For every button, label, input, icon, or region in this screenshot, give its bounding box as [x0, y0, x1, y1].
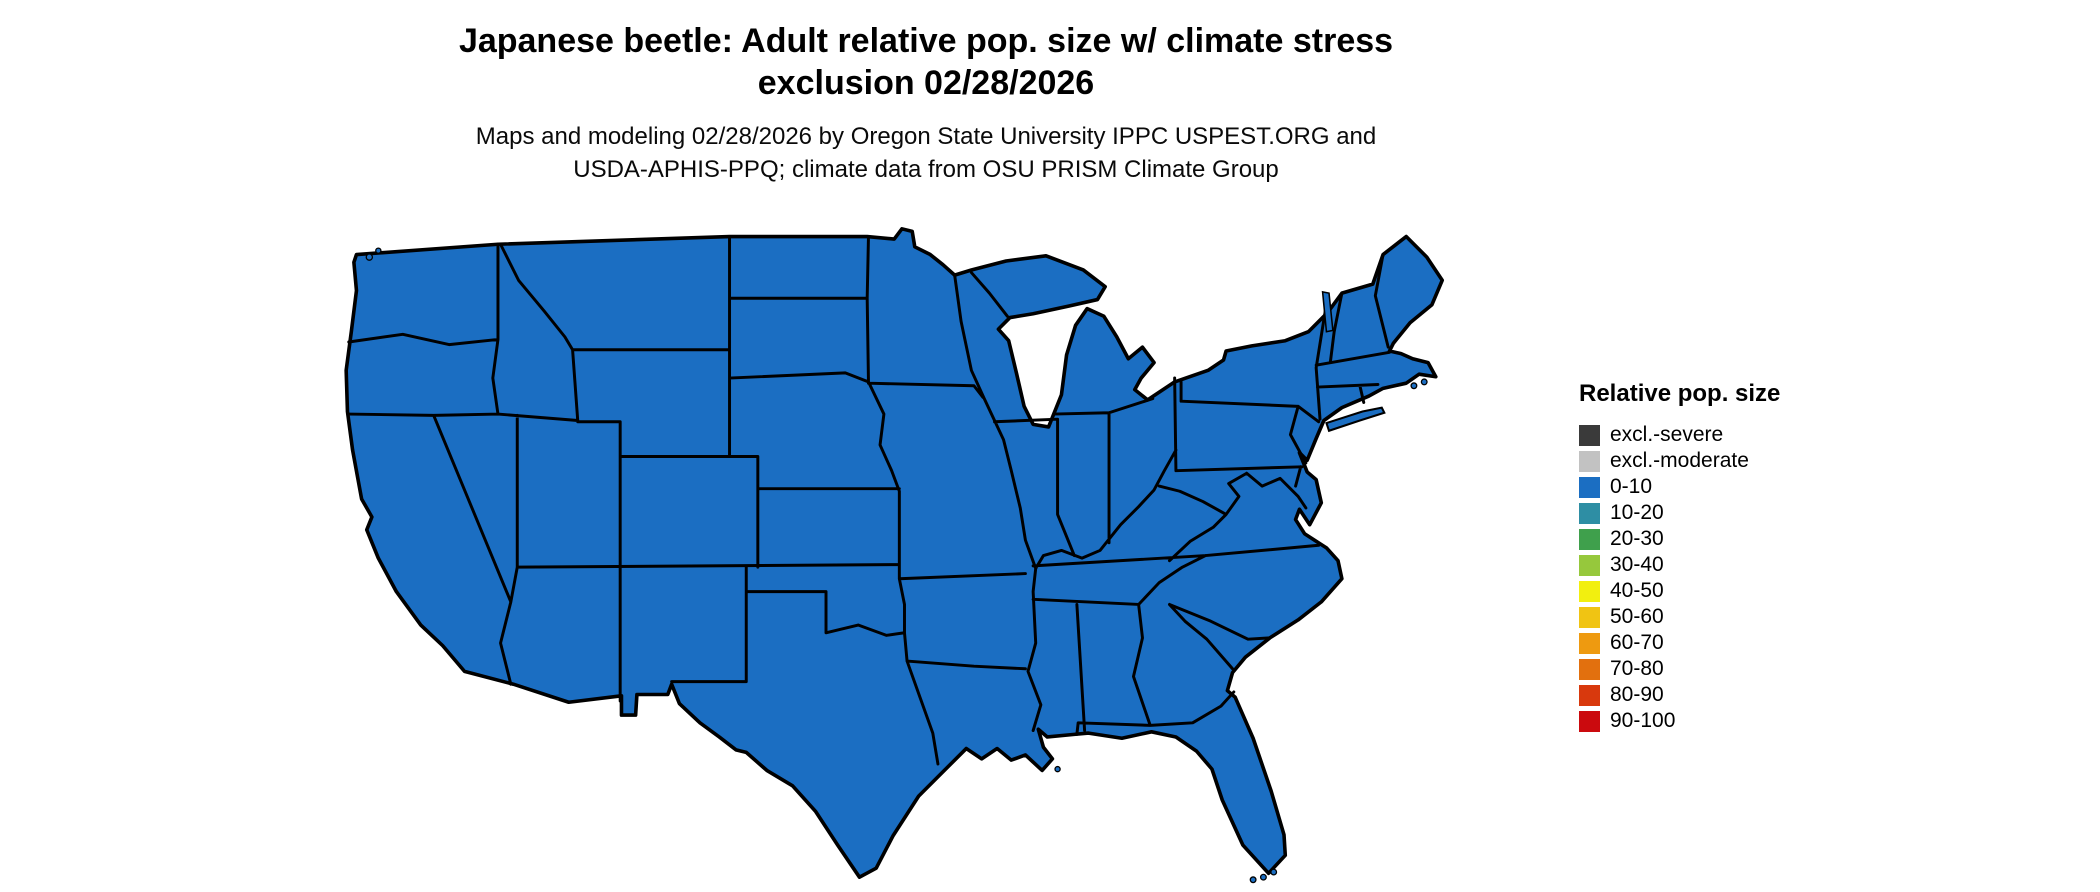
legend-label: 50-60 — [1610, 605, 1664, 628]
nantucket-island — [1420, 378, 1428, 386]
legend-item: 30-40 — [1579, 552, 1780, 578]
legend-swatch-30-40 — [1579, 554, 1600, 576]
subtitle-line-2: USDA-APHIS-PPQ; climate data from OSU PR… — [573, 156, 1279, 183]
legend-swatch-excl-severe — [1579, 424, 1600, 446]
legend-item: 10-20 — [1579, 500, 1780, 526]
legend-label: 80-90 — [1610, 683, 1664, 706]
legend-swatch-0-10 — [1579, 476, 1600, 498]
legend-swatch-50-60 — [1579, 606, 1600, 628]
legend-swatch-90-100 — [1579, 710, 1600, 732]
page-title-line-1: Japanese beetle: Adult relative pop. siz… — [458, 22, 1394, 60]
legend-swatch-70-80 — [1579, 658, 1600, 680]
legend-label: 30-40 — [1610, 553, 1664, 576]
legend-label: excl.-severe — [1610, 423, 1724, 446]
map-header: Japanese beetle: Adult relative pop. siz… — [0, 20, 1852, 186]
florida-keys-island — [1259, 873, 1267, 881]
legend-item: 20-30 — [1579, 526, 1780, 552]
florida-keys-island — [1270, 868, 1278, 876]
legend-item: 80-90 — [1579, 682, 1780, 708]
legend-item: 90-100 — [1579, 708, 1780, 734]
legend-label: 60-70 — [1610, 631, 1664, 654]
legend-label: 90-100 — [1610, 709, 1676, 732]
page-title-line-2: exclusion 02/28/2026 — [757, 64, 1095, 102]
marthas-vineyard-island — [1410, 382, 1418, 390]
us-landmass — [344, 227, 1445, 879]
legend-swatch-20-30 — [1579, 528, 1600, 550]
legend-swatch-80-90 — [1579, 684, 1600, 706]
legend-swatch-10-20 — [1579, 502, 1600, 524]
legend-item: 40-50 — [1579, 578, 1780, 604]
long-island — [1325, 406, 1386, 433]
legend-item: excl.-moderate — [1579, 448, 1780, 474]
legend-title: Relative pop. size — [1579, 380, 1781, 407]
us-map-svg — [344, 227, 1445, 884]
legend-item: 60-70 — [1579, 630, 1780, 656]
subtitle-line-1: Maps and modeling 02/28/2026 by Oregon S… — [475, 123, 1377, 150]
state-borders — [347, 235, 1391, 766]
florida-keys-island — [1249, 876, 1257, 884]
legend-item: 50-60 — [1579, 604, 1780, 630]
legend-swatch-60-70 — [1579, 632, 1600, 654]
san-juan-island — [365, 253, 374, 261]
map-legend: Relative pop. size excl.-severe excl.-mo… — [1579, 380, 1780, 734]
louisiana-delta-islet — [1054, 765, 1061, 773]
legend-swatch-excl-moderate — [1579, 450, 1600, 472]
legend-item: excl.-severe — [1579, 422, 1780, 448]
legend-label: 0-10 — [1610, 475, 1653, 498]
lake-champlain-sliver — [1321, 290, 1334, 333]
us-choropleth-map — [305, 218, 1540, 888]
legend-label: 40-50 — [1610, 579, 1664, 602]
legend-label: excl.-moderate — [1610, 449, 1749, 472]
legend-item: 0-10 — [1579, 474, 1780, 500]
legend-item: 70-80 — [1579, 656, 1780, 682]
puget-sound-island — [375, 247, 382, 254]
legend-swatch-40-50 — [1579, 580, 1600, 602]
legend-label: 10-20 — [1610, 501, 1664, 524]
attribution-subtitle: Maps and modeling 02/28/2026 by Oregon S… — [0, 120, 1852, 186]
legend-label: 70-80 — [1610, 657, 1664, 680]
legend-label: 20-30 — [1610, 527, 1664, 550]
